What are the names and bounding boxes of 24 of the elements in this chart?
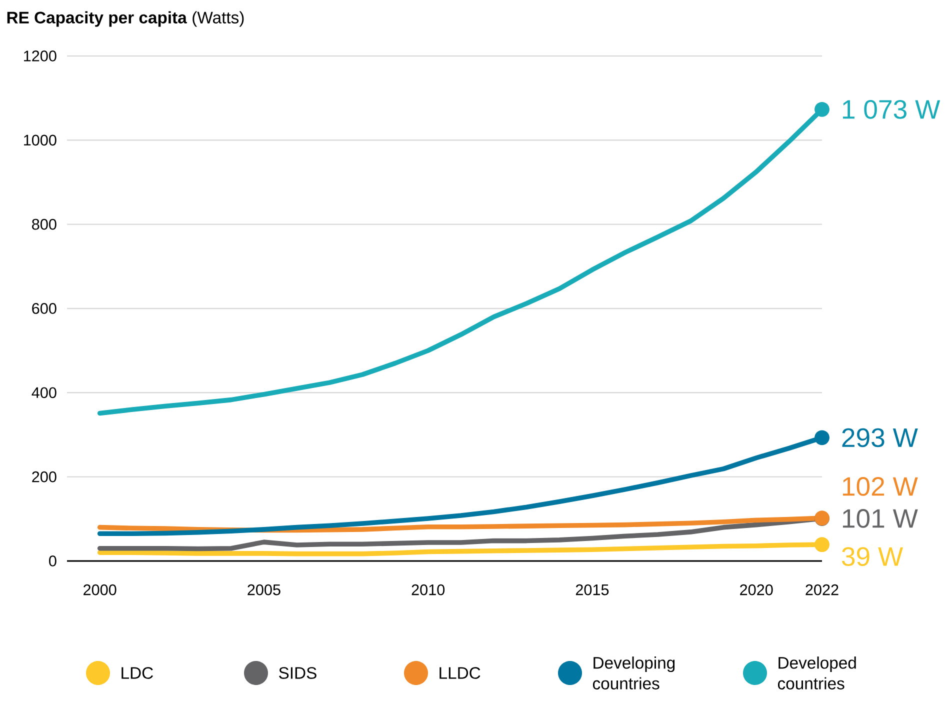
- data-label: 39 W: [842, 547, 904, 566]
- x-tick-label: 2010: [412, 584, 445, 596]
- data-label: 1 073 W: [842, 100, 940, 119]
- legend-label: LLDC: [440, 667, 480, 679]
- y-tick-label: 0: [49, 556, 56, 566]
- data-label: 101 W: [842, 509, 918, 528]
- x-tick-label: 2015: [576, 584, 609, 596]
- x-tick-label: 2022: [806, 584, 838, 596]
- y-tick-label: 400: [32, 387, 56, 398]
- chart-title: RE Capacity per capita (Watts): [7, 11, 244, 27]
- y-tick-label: 1000: [24, 134, 56, 146]
- data-label: 102 W: [842, 477, 918, 496]
- legend-label: LDC: [122, 667, 153, 679]
- y-tick-label: 1200: [24, 50, 56, 62]
- data-label: 293 W: [842, 428, 918, 448]
- y-tick-label: 600: [32, 303, 56, 314]
- y-tick-label: 200: [32, 471, 56, 482]
- y-tick-label: 800: [32, 218, 56, 230]
- legend-label: SIDS: [279, 667, 316, 679]
- legend-label: Developed countries: [778, 656, 856, 690]
- x-tick-label: 2005: [248, 584, 280, 596]
- x-tick-label: 2000: [84, 584, 116, 596]
- legend-label: Developing countries: [592, 656, 675, 690]
- x-tick-label: 2020: [740, 584, 773, 596]
